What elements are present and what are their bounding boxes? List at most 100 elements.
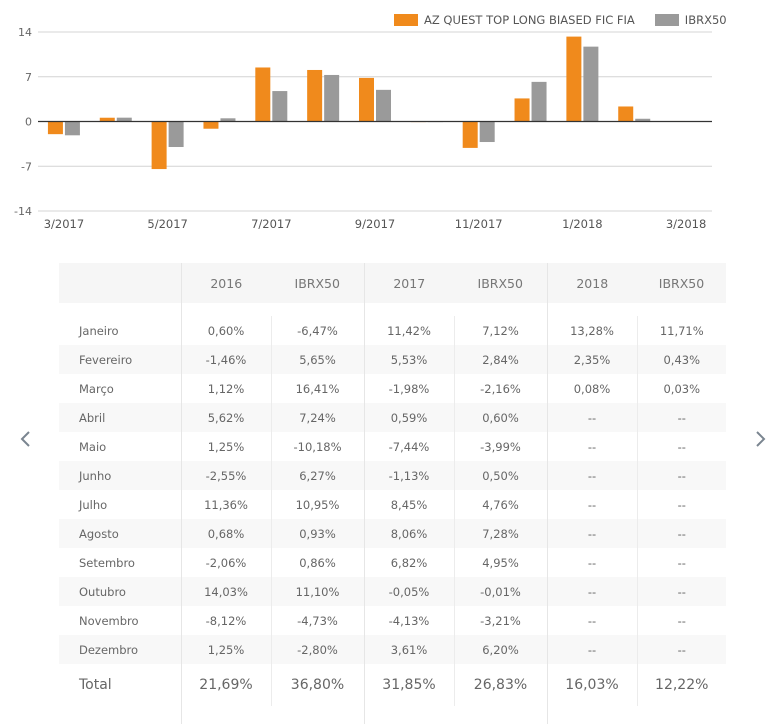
table-row: Maio 1,25% -10,18% -7,44% -3,99% -- -- <box>59 432 726 461</box>
cell-fund-2017: 11,42% <box>363 316 454 345</box>
total-row: Total 21,69% 36,80% 31,85% 26,83% 16,03% 12,22… <box>59 664 726 706</box>
table-row: Novembro -8,12% -4,73% -4,13% -3,21% -- -- <box>59 606 726 635</box>
bar-fund-4-2017[interactable] <box>99 117 115 122</box>
table-row: Junho -2,55% 6,27% -1,13% 0,50% -- -- <box>59 461 726 490</box>
cell-fund-2018: -- <box>546 606 637 635</box>
header-benchmark-2018: IBRX50 <box>637 263 726 303</box>
bar-benchmark-11-2017[interactable] <box>479 121 495 143</box>
legend-item-benchmark[interactable]: IBRX50 <box>654 13 727 27</box>
cell-benchmark-2016: 16,41% <box>270 374 364 403</box>
total-benchmark-2017: 26,83% <box>453 664 547 706</box>
cell-fund-2018: -- <box>546 548 637 577</box>
bar-benchmark-6-2017[interactable] <box>220 118 236 122</box>
cell-fund-2017: -1,13% <box>363 461 454 490</box>
table-row: Abril 5,62% 7,24% 0,59% 0,60% -- -- <box>59 403 726 432</box>
header-benchmark-2017: IBRX50 <box>454 263 547 303</box>
cell-fund-2016: 0,68% <box>180 519 271 548</box>
cell-benchmark-2018: -- <box>636 403 726 432</box>
bar-fund-9-2017[interactable] <box>359 77 374 122</box>
legend-swatch-fund <box>394 14 418 26</box>
cell-fund-2016: -2,55% <box>180 461 271 490</box>
cell-fund-2017: -0,05% <box>363 577 454 606</box>
cell-fund-2016: 14,03% <box>180 577 271 606</box>
total-benchmark-2018: 12,22% <box>636 664 726 706</box>
chart-legend: AZ QUEST TOP LONG BIASED FIC FIA IBRX50 <box>394 11 747 29</box>
cell-benchmark-2017: 4,76% <box>453 490 547 519</box>
previous-button[interactable] <box>14 423 38 455</box>
x-tick-label: 9/2017 <box>355 217 395 231</box>
total-fund-2018: 16,03% <box>546 664 637 706</box>
x-axis-ticks: 3/2017 5/2017 7/2017 9/2017 11/2017 1/2018 3/2… <box>44 217 707 231</box>
cell-fund-2018: -- <box>546 635 637 664</box>
total-label: Total <box>79 677 112 693</box>
cell-fund-2016: 1,12% <box>180 374 271 403</box>
cell-benchmark-2018: -- <box>636 490 726 519</box>
grid-lines <box>38 31 712 212</box>
monthly-returns-table: 2016 IBRX50 2017 IBRX50 2018 IBRX50 Jane… <box>59 263 726 724</box>
cell-fund-2018: -- <box>546 403 637 432</box>
table-header-row: 2016 IBRX50 2017 IBRX50 2018 IBRX50 <box>59 263 726 303</box>
cell-fund-2018: -- <box>546 461 637 490</box>
month-label: Julho <box>79 497 108 512</box>
bar-benchmark-4-2017[interactable] <box>116 117 132 122</box>
bar-benchmark-3-2017[interactable] <box>64 121 80 136</box>
month-label: Março <box>79 381 114 396</box>
bar-fund-7-2017[interactable] <box>255 67 271 122</box>
x-tick-label: 7/2017 <box>251 217 291 231</box>
bar-benchmark-5-2017[interactable] <box>168 121 184 148</box>
cell-benchmark-2018: -- <box>636 635 726 664</box>
cell-benchmark-2018: -- <box>636 577 726 606</box>
bar-benchmark-12-2017[interactable] <box>531 81 547 122</box>
cell-fund-2017: 5,53% <box>363 345 454 374</box>
cell-fund-2018: -- <box>546 490 637 519</box>
spacer-row <box>59 303 726 316</box>
cell-benchmark-2016: 10,95% <box>270 490 364 519</box>
bar-fund-2-2018[interactable] <box>618 106 634 122</box>
cell-benchmark-2018: -- <box>636 432 726 461</box>
next-button[interactable] <box>748 423 772 455</box>
month-label: Setembro <box>79 555 135 570</box>
cell-fund-2017: 8,06% <box>363 519 454 548</box>
header-year-2017: 2017 <box>363 263 454 303</box>
month-label: Fevereiro <box>59 345 181 374</box>
header-benchmark-2016: IBRX50 <box>271 263 364 303</box>
header-month <box>59 263 181 303</box>
x-tick-label: 5/2017 <box>147 217 187 231</box>
month-label: Outubro <box>59 577 181 606</box>
cell-benchmark-2016: 6,27% <box>270 461 364 490</box>
bar-benchmark-1-2018[interactable] <box>583 46 599 122</box>
bar-fund-11-2017[interactable] <box>462 121 478 148</box>
bar-benchmark-9-2017[interactable] <box>376 89 391 122</box>
bar-fund-3-2017[interactable] <box>47 121 63 135</box>
cell-fund-2017: 3,61% <box>363 635 454 664</box>
cell-fund-2016: 5,62% <box>180 403 271 432</box>
x-tick-label: 3/2018 <box>666 217 706 231</box>
header-year-2016: 2016 <box>180 263 271 303</box>
bar-fund-6-2017[interactable] <box>203 121 219 129</box>
chevron-left-icon <box>20 431 30 447</box>
cell-benchmark-2017: 4,95% <box>453 548 547 577</box>
bar-fund-5-2017[interactable] <box>151 121 167 170</box>
bar-fund-12-2017[interactable] <box>514 98 530 122</box>
cell-benchmark-2017: 6,20% <box>453 635 547 664</box>
bar-benchmark-7-2017[interactable] <box>272 91 288 122</box>
bar-fund-1-2018[interactable] <box>566 36 582 122</box>
chevron-right-icon <box>756 431 766 447</box>
legend-item-fund[interactable]: AZ QUEST TOP LONG BIASED FIC FIA <box>394 13 635 27</box>
y-tick-label: 0 <box>25 116 32 129</box>
cell-benchmark-2017: -2,16% <box>453 374 547 403</box>
cell-benchmark-2018: -- <box>636 606 726 635</box>
cell-fund-2018: -- <box>546 577 637 606</box>
header-year-2018: 2018 <box>546 263 637 303</box>
y-tick-label: 14 <box>18 26 32 39</box>
cell-benchmark-2016: 0,93% <box>270 519 364 548</box>
cell-benchmark-2017: 7,12% <box>453 316 547 345</box>
bar-benchmark-8-2017[interactable] <box>324 74 340 122</box>
cell-fund-2017: -1,98% <box>363 374 454 403</box>
bar-fund-8-2017[interactable] <box>307 69 323 122</box>
x-tick-label: 1/2018 <box>562 217 602 231</box>
cell-fund-2016: 1,25% <box>180 432 271 461</box>
bar-benchmark-2-2018[interactable] <box>635 118 651 122</box>
month-label: Maio <box>79 439 107 454</box>
cell-benchmark-2016: 5,65% <box>270 345 364 374</box>
